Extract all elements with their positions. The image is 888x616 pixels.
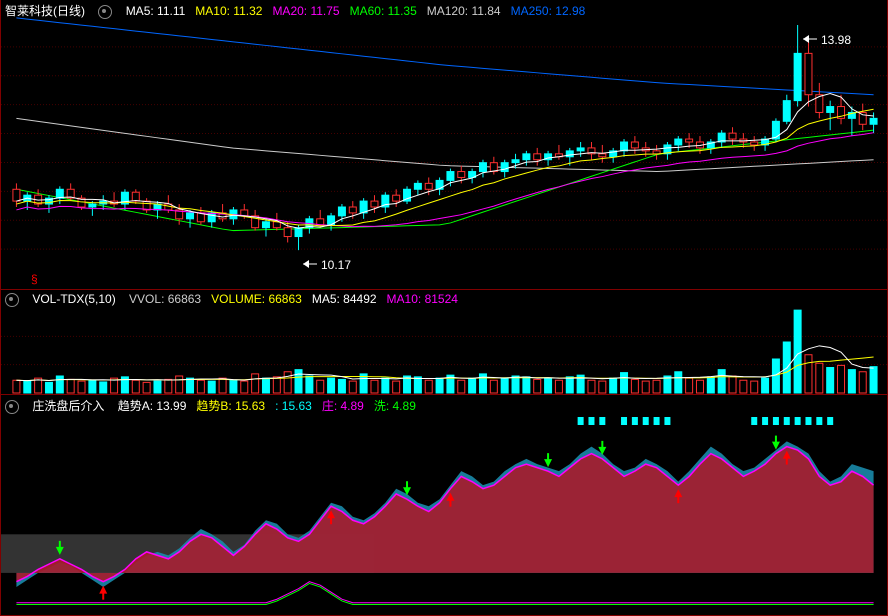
volume-header: VOL-TDX(5,10) VVOL: 66863VOLUME: 66863MA… [5, 292, 478, 307]
candlestick-svg [1, 0, 888, 290]
price-annotation: 10.17 [321, 258, 351, 272]
chart-title: 智莱科技(日线) [5, 4, 85, 18]
ind-title: 庄洗盘后介入 [32, 399, 104, 413]
vol-title: VOL-TDX(5,10) [32, 292, 115, 306]
indicator-panel[interactable]: 庄洗盘后介入 趋势A: 13.99趋势B: 15.63: 15.63庄: 4.8… [0, 395, 888, 616]
visibility-icon[interactable] [5, 400, 19, 414]
main-header: 智莱科技(日线) MA5: 11.11MA10: 11.32MA20: 11.7… [5, 2, 605, 19]
indicator-svg [1, 395, 888, 616]
volume-panel[interactable]: VOL-TDX(5,10) VVOL: 66863VOLUME: 66863MA… [0, 290, 888, 395]
visibility-icon[interactable] [98, 5, 112, 19]
visibility-icon[interactable] [5, 293, 19, 307]
candlestick-panel[interactable]: 智莱科技(日线) MA5: 11.11MA10: 11.32MA20: 11.7… [0, 0, 888, 290]
indicator-header: 庄洗盘后介入 趋势A: 13.99趋势B: 15.63: 15.63庄: 4.8… [5, 397, 436, 414]
price-annotation: 13.98 [821, 33, 851, 47]
